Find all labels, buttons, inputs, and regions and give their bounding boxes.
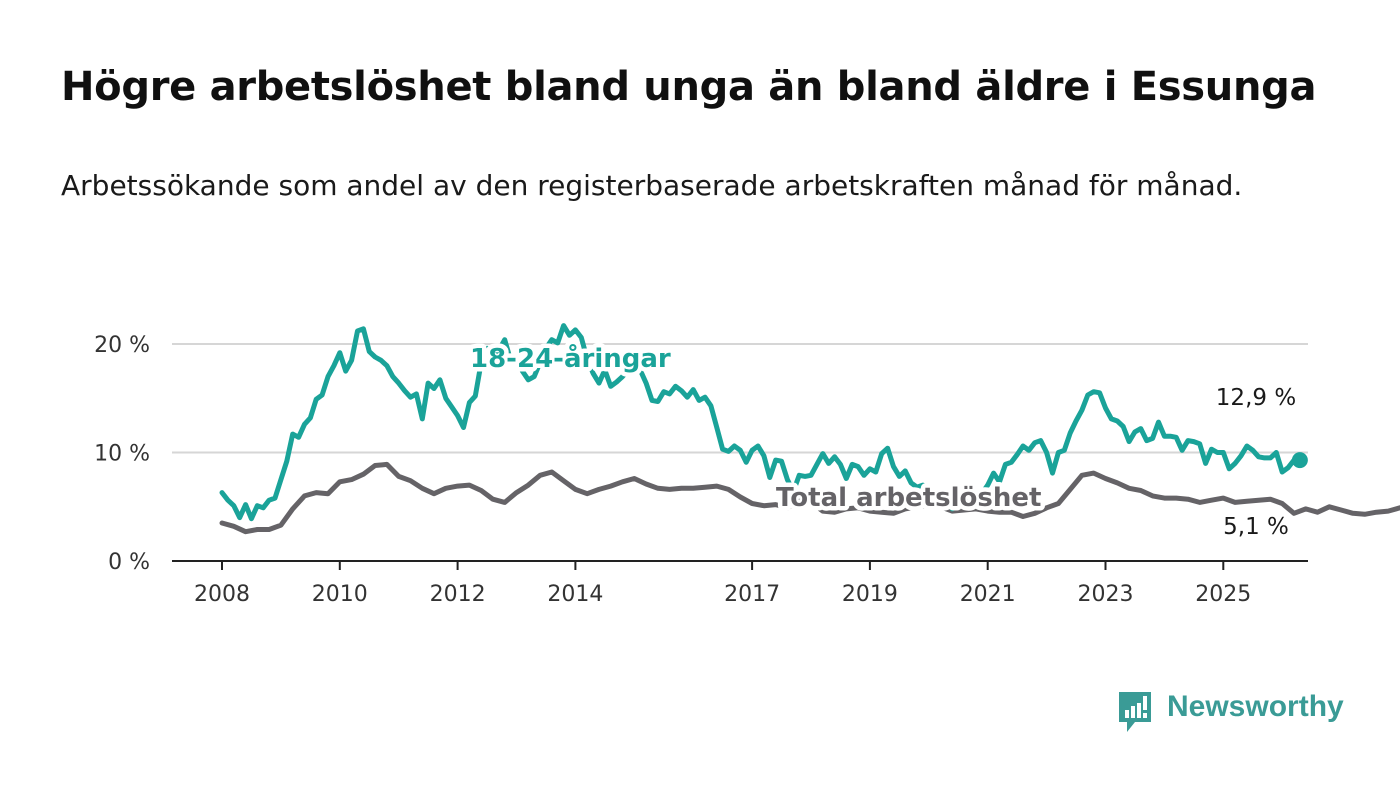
end-value-total: 5,1 %: [1223, 514, 1289, 540]
y-tick-label: 10 %: [94, 442, 150, 467]
x-tick-label: 2008: [194, 582, 250, 607]
series-label-youth: 18-24-åringar: [470, 342, 671, 374]
x-tick-label: 2012: [430, 582, 486, 607]
y-tick-label: 20 %: [94, 333, 150, 358]
bar-chart-bubble-icon: [1119, 692, 1151, 732]
series-line-1: [219, 461, 1400, 535]
series-lines: [219, 323, 1400, 535]
y-axis: 0 % 10 % 20 %: [94, 333, 150, 575]
x-tick-label: 2014: [547, 582, 603, 607]
x-axis: 2008 2010 2012 2014 2017 2019 2021 2023 2025: [172, 560, 1308, 607]
end-value-youth: 12,9 %: [1216, 385, 1296, 411]
series-label-total-halo: Total arbetslöshet: [776, 483, 1041, 513]
chart-title: Högre arbetslöshet bland unga än bland ä…: [61, 64, 1317, 110]
brand-name: Newsworthy: [1167, 690, 1344, 723]
x-tick-label: 2021: [960, 582, 1016, 607]
series-endpoint-0: [1291, 452, 1308, 469]
series-line-0: [219, 323, 1303, 522]
x-tick-label: 2023: [1078, 582, 1134, 607]
x-tick-label: 2010: [312, 582, 368, 607]
y-tick-label: 0 %: [108, 550, 150, 575]
series-label-total: Total arbetslöshet: [776, 483, 1041, 513]
x-tick-label: 2025: [1195, 582, 1251, 607]
series-label-youth-halo: 18-24-åringar: [470, 342, 671, 374]
x-tick-label: 2017: [724, 582, 780, 607]
x-tick-label: 2019: [842, 582, 898, 607]
newsworthy-logo: Newsworthy: [1117, 688, 1357, 738]
chart-subtitle: Arbetssökande som andel av den registerb…: [61, 169, 1243, 202]
